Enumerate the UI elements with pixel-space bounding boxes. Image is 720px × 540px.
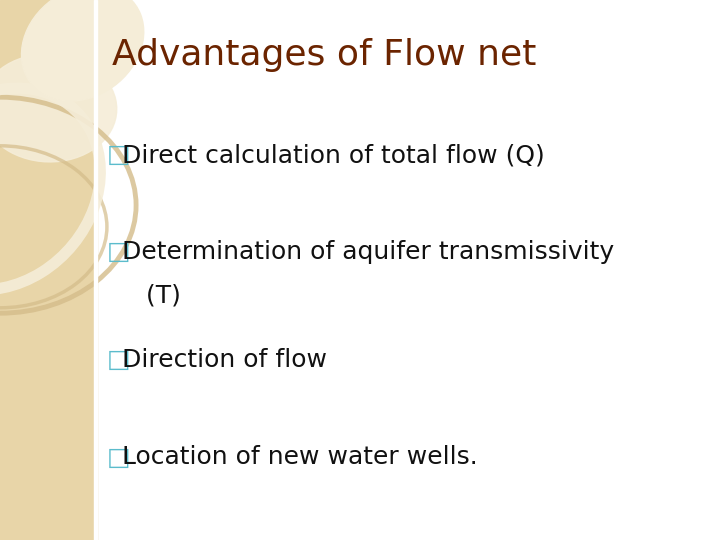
Text: Determination of aquifer transmissivity: Determination of aquifer transmissivity bbox=[122, 240, 615, 264]
Bar bbox=[0, 0, 97, 540]
Ellipse shape bbox=[0, 54, 117, 162]
Text: Direction of flow: Direction of flow bbox=[122, 348, 328, 372]
Ellipse shape bbox=[22, 0, 144, 101]
Text: (T): (T) bbox=[122, 284, 181, 307]
Text: □: □ bbox=[107, 446, 130, 469]
Text: □: □ bbox=[107, 348, 130, 372]
Text: Location of new water wells.: Location of new water wells. bbox=[122, 446, 478, 469]
Text: □: □ bbox=[107, 143, 130, 167]
Text: □: □ bbox=[107, 240, 130, 264]
Bar bbox=[94, 0, 97, 540]
Text: Advantages of Flow net: Advantages of Flow net bbox=[112, 38, 536, 72]
Text: Direct calculation of total flow (Q): Direct calculation of total flow (Q) bbox=[122, 143, 545, 167]
